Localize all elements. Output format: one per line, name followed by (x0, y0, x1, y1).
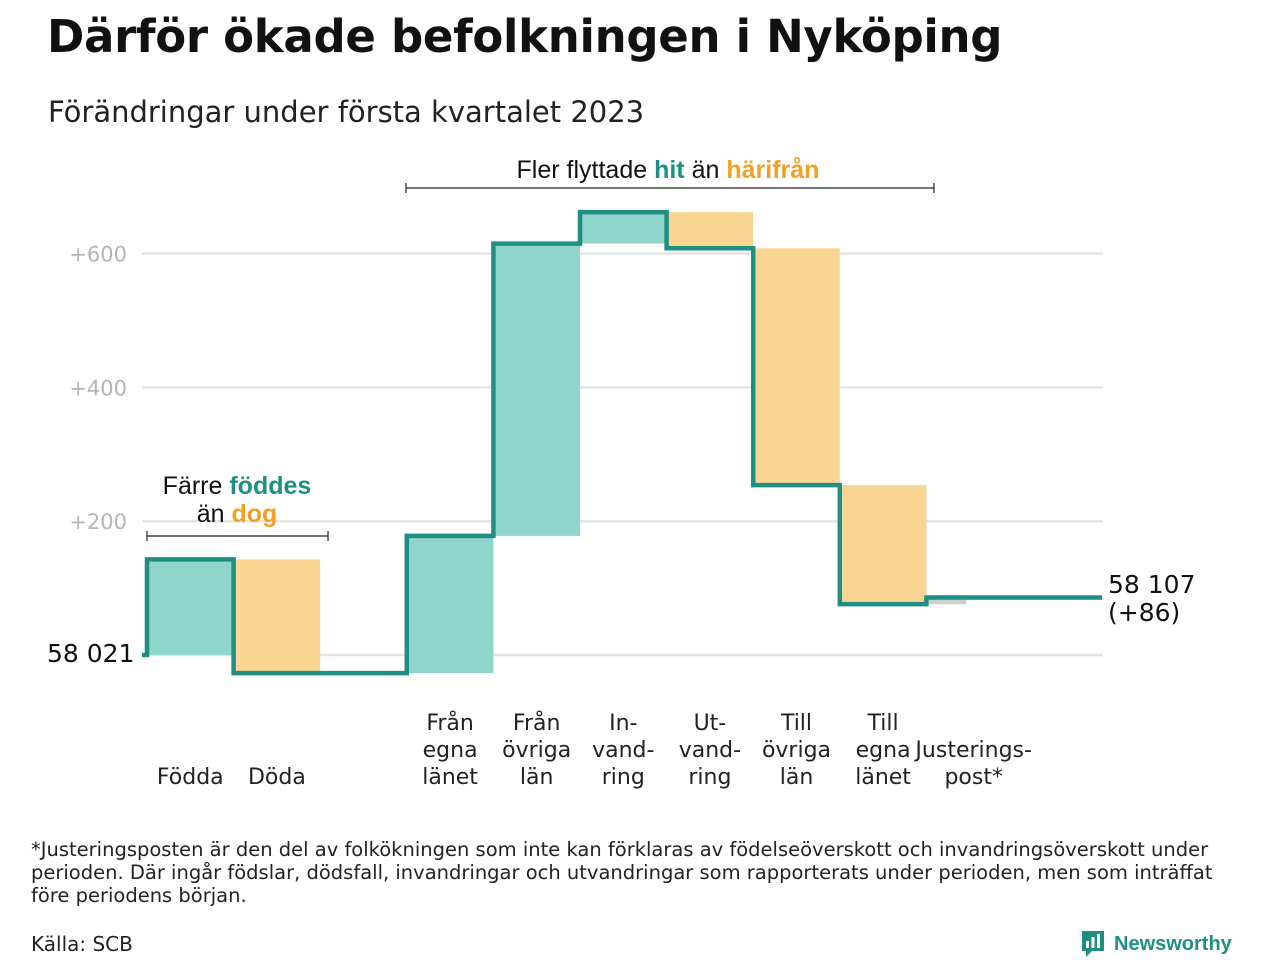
waterfall-bar (495, 243, 580, 536)
category-label: länet (855, 765, 911, 790)
brand-logo[interactable]: Newsworthy (1080, 928, 1232, 960)
start-value-label: 58 021 (47, 639, 134, 668)
category-label: övriga (502, 738, 571, 763)
newsworthy-logo-icon (1082, 931, 1104, 957)
category-label: Till (780, 711, 812, 736)
chart-subtitle: Förändringar under första kvartalet 2023 (48, 95, 645, 129)
waterfall-bar (755, 248, 840, 486)
cumulative-step-line (142, 209, 1102, 676)
category-label: ring (602, 765, 645, 790)
category-label: län (780, 765, 814, 790)
category-label: Ut- (694, 711, 727, 736)
category-label: In- (609, 711, 637, 736)
waterfall-bar (841, 485, 927, 605)
waterfall-bar (668, 212, 754, 249)
bars (149, 212, 967, 674)
chart-title: Därför ökade befolkningen i Nyköping (47, 10, 1003, 63)
category-label: länet (422, 765, 478, 790)
brand-name: Newsworthy (1114, 932, 1232, 955)
footnote: *Justeringsposten är den del av folkökni… (31, 838, 1213, 907)
waterfall-bar (582, 212, 667, 244)
waterfall-bar (235, 559, 321, 674)
category-label: Födda (157, 765, 224, 790)
annotation-births-deaths-line1: Färre föddes (163, 472, 312, 500)
category-label: post* (944, 765, 1003, 790)
category-label: Från (426, 710, 474, 736)
end-change-label: (+86) (1108, 598, 1180, 627)
category-label: Från (513, 710, 561, 736)
cumulative-line (142, 209, 1102, 676)
category-label: vand- (679, 738, 741, 763)
source-label: Källa: SCB (31, 932, 133, 956)
annotation-births-deaths-bracket (146, 531, 329, 541)
waterfall-bar (149, 559, 234, 655)
category-label: län (520, 765, 554, 790)
y-tick-label: +600 (69, 243, 127, 267)
category-label: Döda (248, 765, 306, 790)
waterfall-bar (408, 535, 494, 674)
y-tick-label: +200 (69, 510, 127, 534)
category-label: övriga (762, 738, 831, 763)
category-label: vand- (592, 738, 654, 763)
annotation-migration: Fler flyttade hit än härifrån (517, 156, 820, 184)
category-label: Till (867, 711, 899, 736)
waterfall-bar (928, 597, 967, 605)
category-label: egna (856, 738, 911, 763)
y-tick-label: +400 (69, 376, 127, 400)
annotation-births-deaths-line2: än dog (197, 500, 278, 528)
category-label: Justerings- (913, 738, 1032, 763)
category-label: egna (423, 738, 478, 763)
annotation-migration-bracket (405, 183, 935, 193)
category-label: ring (688, 765, 731, 790)
end-value-label: 58 107 (1108, 570, 1195, 599)
